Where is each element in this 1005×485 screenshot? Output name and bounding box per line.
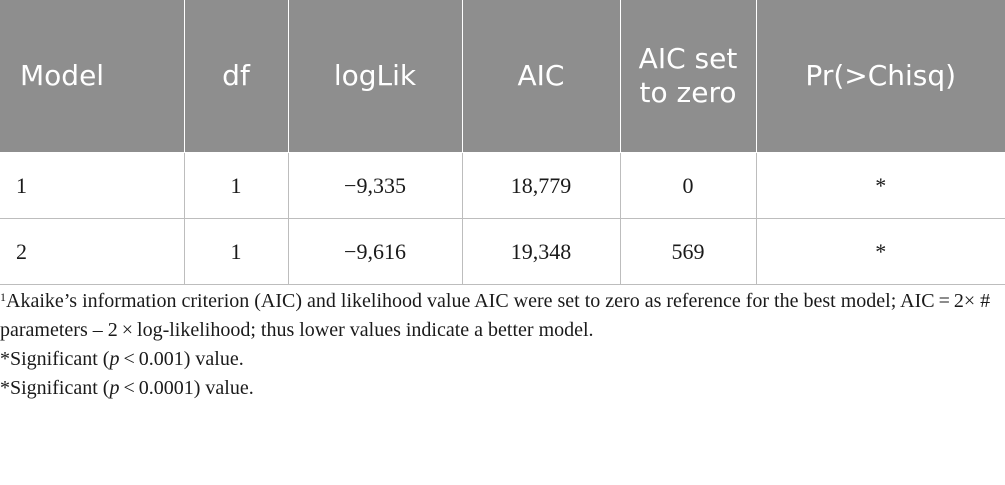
footnote-p-symbol: p — [109, 377, 120, 399]
footnote-significance-0001: *Significant (p < 0.0001) value. — [0, 374, 1000, 403]
footnote-text: < 0.001) value. — [119, 348, 244, 370]
cell-loglik: −9,335 — [287, 152, 463, 219]
footnote-text: < 0.0001) value. — [119, 377, 254, 399]
header-df: df — [183, 0, 289, 153]
cell-loglik: −9,616 — [287, 218, 463, 285]
model-comparison-table: Model df logLik AIC AIC set to zero Pr(>… — [0, 0, 1005, 285]
cell-model: 1 — [0, 152, 185, 219]
cell-aic-zero: 0 — [619, 152, 757, 219]
footnote-aic: 1Akaike’s information criterion (AIC) an… — [0, 287, 1000, 345]
cell-aic-zero: 569 — [619, 218, 757, 285]
table-row: 1 1 −9,335 18,779 0 * — [0, 152, 1005, 219]
footnote-text: *Significant ( — [0, 377, 110, 399]
header-pr-chisq: Pr(>Chisq) — [755, 0, 1005, 153]
header-row: Model df logLik AIC AIC set to zero Pr(>… — [0, 0, 1005, 153]
header-loglik: logLik — [287, 0, 463, 153]
cell-pr-chisq: * — [755, 152, 1005, 219]
cell-df: 1 — [183, 152, 289, 219]
cell-aic: 18,779 — [461, 152, 621, 219]
footnote-significance-001: *Significant (p < 0.001) value. — [0, 345, 1000, 374]
footnote-text: *Significant ( — [0, 348, 110, 370]
cell-df: 1 — [183, 218, 289, 285]
header-aic-zero: AIC set to zero — [619, 0, 757, 153]
footnote-p-symbol: p — [109, 348, 120, 370]
cell-model: 2 — [0, 218, 185, 285]
footnote-aic-text: Akaike’s information criterion (AIC) and… — [0, 290, 991, 341]
header-aic: AIC — [461, 0, 621, 153]
cell-aic: 19,348 — [461, 218, 621, 285]
table-row: 2 1 −9,616 19,348 569 * — [0, 218, 1005, 285]
table-footnotes: 1Akaike’s information criterion (AIC) an… — [0, 287, 1000, 403]
table-container: Model df logLik AIC AIC set to zero Pr(>… — [0, 0, 1005, 285]
footnote-marker: 1 — [0, 290, 6, 304]
header-model: Model — [0, 0, 185, 153]
cell-pr-chisq: * — [755, 218, 1005, 285]
